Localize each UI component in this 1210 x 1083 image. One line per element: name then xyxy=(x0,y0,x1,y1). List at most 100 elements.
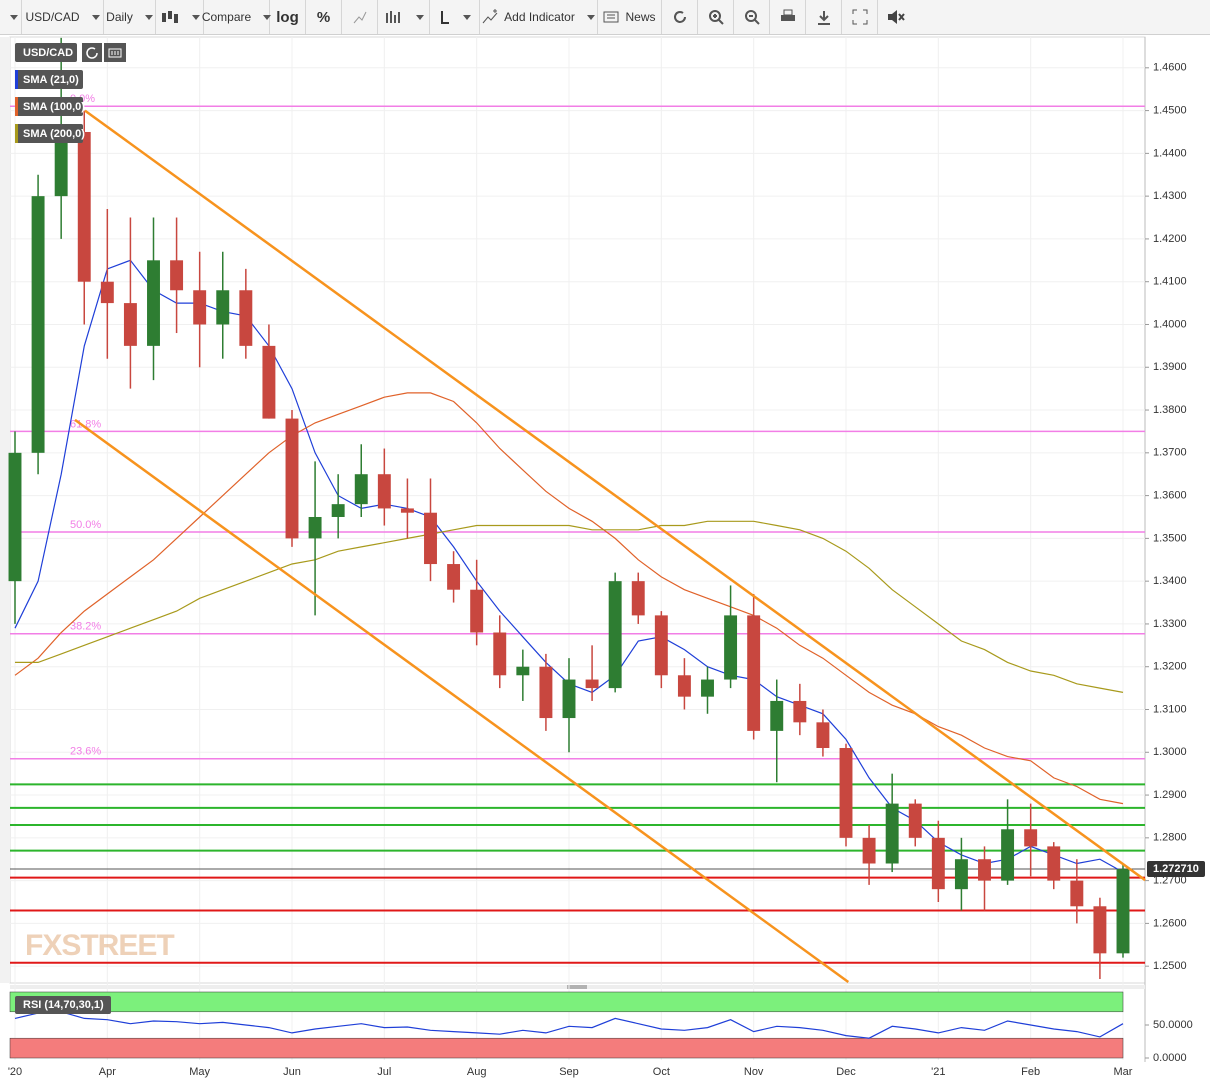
candle-body xyxy=(724,615,738,680)
download-button[interactable] xyxy=(806,0,842,34)
candle-body xyxy=(100,281,114,304)
candle-body xyxy=(8,452,22,582)
zoom-in-icon xyxy=(708,10,724,25)
indicator-legend-box[interactable] xyxy=(15,70,83,89)
y-tick-label: 1.4500 xyxy=(1153,104,1187,116)
zoom-out-button[interactable] xyxy=(734,0,770,34)
toolbar: USD/CAD Daily Compare log % Add Indicato… xyxy=(0,0,1210,35)
candle-body xyxy=(354,474,368,505)
candle-body xyxy=(447,564,461,590)
draw-icon xyxy=(353,11,366,24)
candle-body xyxy=(793,700,807,723)
candle-body xyxy=(31,196,45,453)
bars-button[interactable] xyxy=(378,0,430,34)
candle-body xyxy=(978,859,991,881)
y-tick-label: 1.3600 xyxy=(1153,490,1187,502)
refresh-button[interactable] xyxy=(662,0,698,34)
candle-body xyxy=(308,516,322,539)
y-tick-label: 1.2800 xyxy=(1153,832,1187,844)
rsi-line xyxy=(14,1011,1124,1039)
zoom-in-button[interactable] xyxy=(698,0,734,34)
indicator-legend[interactable]: SMA (21,0) xyxy=(23,74,79,86)
symbol-legend-box[interactable] xyxy=(15,43,77,62)
indicator-legend[interactable]: SMA (200,0) xyxy=(23,128,85,140)
moving-average-line xyxy=(15,520,1124,693)
candle-body xyxy=(770,700,784,731)
rsi-overbought-zone xyxy=(9,991,1124,1013)
x-tick-label: May xyxy=(189,1066,210,1078)
candle-body xyxy=(216,290,230,325)
candle-body xyxy=(747,615,761,731)
zoom-out-icon xyxy=(744,10,760,25)
draw-button[interactable] xyxy=(342,0,378,34)
y-tick-label: 1.3500 xyxy=(1153,532,1187,544)
download-icon xyxy=(817,11,830,25)
splitter-grip[interactable] xyxy=(567,985,587,989)
fullscreen-button[interactable] xyxy=(842,0,878,34)
y-tick-label: 1.4400 xyxy=(1153,147,1187,159)
moving-average-line xyxy=(14,392,1124,805)
rsi-oversold-zone xyxy=(9,1037,1124,1059)
y-tick-label: 1.3800 xyxy=(1153,404,1187,416)
y-tick-label: 1.4600 xyxy=(1153,62,1187,74)
print-button[interactable] xyxy=(770,0,806,34)
add-indicator-text: Add Indicator xyxy=(504,10,575,24)
news-button[interactable]: News xyxy=(598,0,662,34)
y-tick-label: 1.3200 xyxy=(1153,661,1187,673)
x-tick-label: Mar xyxy=(1114,1066,1133,1078)
news-icon xyxy=(603,11,619,23)
rsi-legend-box[interactable] xyxy=(15,996,111,1014)
indicator-legend-box[interactable] xyxy=(15,97,83,116)
candle-body xyxy=(377,474,391,509)
x-tick-label: '21 xyxy=(931,1066,945,1078)
candle-body xyxy=(400,508,414,513)
y-tick-label: 1.4100 xyxy=(1153,276,1187,288)
compare-text: Compare xyxy=(201,10,252,24)
x-tick-label: Apr xyxy=(99,1066,116,1078)
line-tool-icon xyxy=(440,11,449,24)
candle-body xyxy=(654,615,668,676)
y-tick-label: 1.2600 xyxy=(1153,917,1187,929)
candle-body xyxy=(1047,846,1061,881)
candle-body xyxy=(493,632,507,676)
add-indicator-button[interactable]: Add Indicator xyxy=(480,0,598,34)
legend-refresh-icon xyxy=(86,47,98,59)
chart-type-button[interactable] xyxy=(156,0,204,34)
candle-body xyxy=(77,131,91,282)
candle-body xyxy=(608,581,622,689)
y-tick-label: 1.2700 xyxy=(1153,875,1187,887)
x-tick-label: Oct xyxy=(653,1066,670,1078)
candle-body xyxy=(1093,906,1107,954)
y-tick-label: 1.3300 xyxy=(1153,618,1187,630)
menu-button[interactable] xyxy=(0,0,22,34)
y-tick-label: 1.4000 xyxy=(1153,318,1187,330)
symbol-button[interactable]: USD/CAD xyxy=(22,0,104,34)
y-tick-label: 1.2900 xyxy=(1153,789,1187,801)
percent-button[interactable]: % xyxy=(306,0,342,34)
legend-refresh[interactable] xyxy=(82,43,102,62)
y-tick-label: 1.3700 xyxy=(1153,447,1187,459)
x-tick-label: Feb xyxy=(1021,1066,1040,1078)
candle-body xyxy=(631,581,645,616)
symbol-text: USD/CAD xyxy=(25,10,80,24)
panel-splitter[interactable] xyxy=(10,985,1145,989)
candle-body xyxy=(470,589,484,633)
line-tool-button[interactable] xyxy=(430,0,480,34)
fibonacci-label: 38.2% xyxy=(70,621,101,633)
rsi-legend[interactable]: RSI (14,70,30,1) xyxy=(23,999,104,1011)
candles-icon xyxy=(161,11,178,23)
compare-button[interactable]: Compare xyxy=(201,0,270,34)
fibonacci-label: 23.6% xyxy=(70,746,101,758)
indicator-legend-box[interactable] xyxy=(15,124,83,143)
x-tick-label: Nov xyxy=(744,1066,764,1078)
interval-button[interactable]: Daily xyxy=(104,0,156,34)
indicator-legend[interactable]: SMA (100,0) xyxy=(23,101,85,113)
symbol-legend[interactable]: USD/CAD xyxy=(23,47,73,59)
candle-body xyxy=(839,747,853,838)
bars-icon xyxy=(385,11,400,23)
x-tick-label: Aug xyxy=(467,1066,487,1078)
mute-button[interactable] xyxy=(878,0,914,34)
log-button[interactable]: log xyxy=(270,0,306,34)
